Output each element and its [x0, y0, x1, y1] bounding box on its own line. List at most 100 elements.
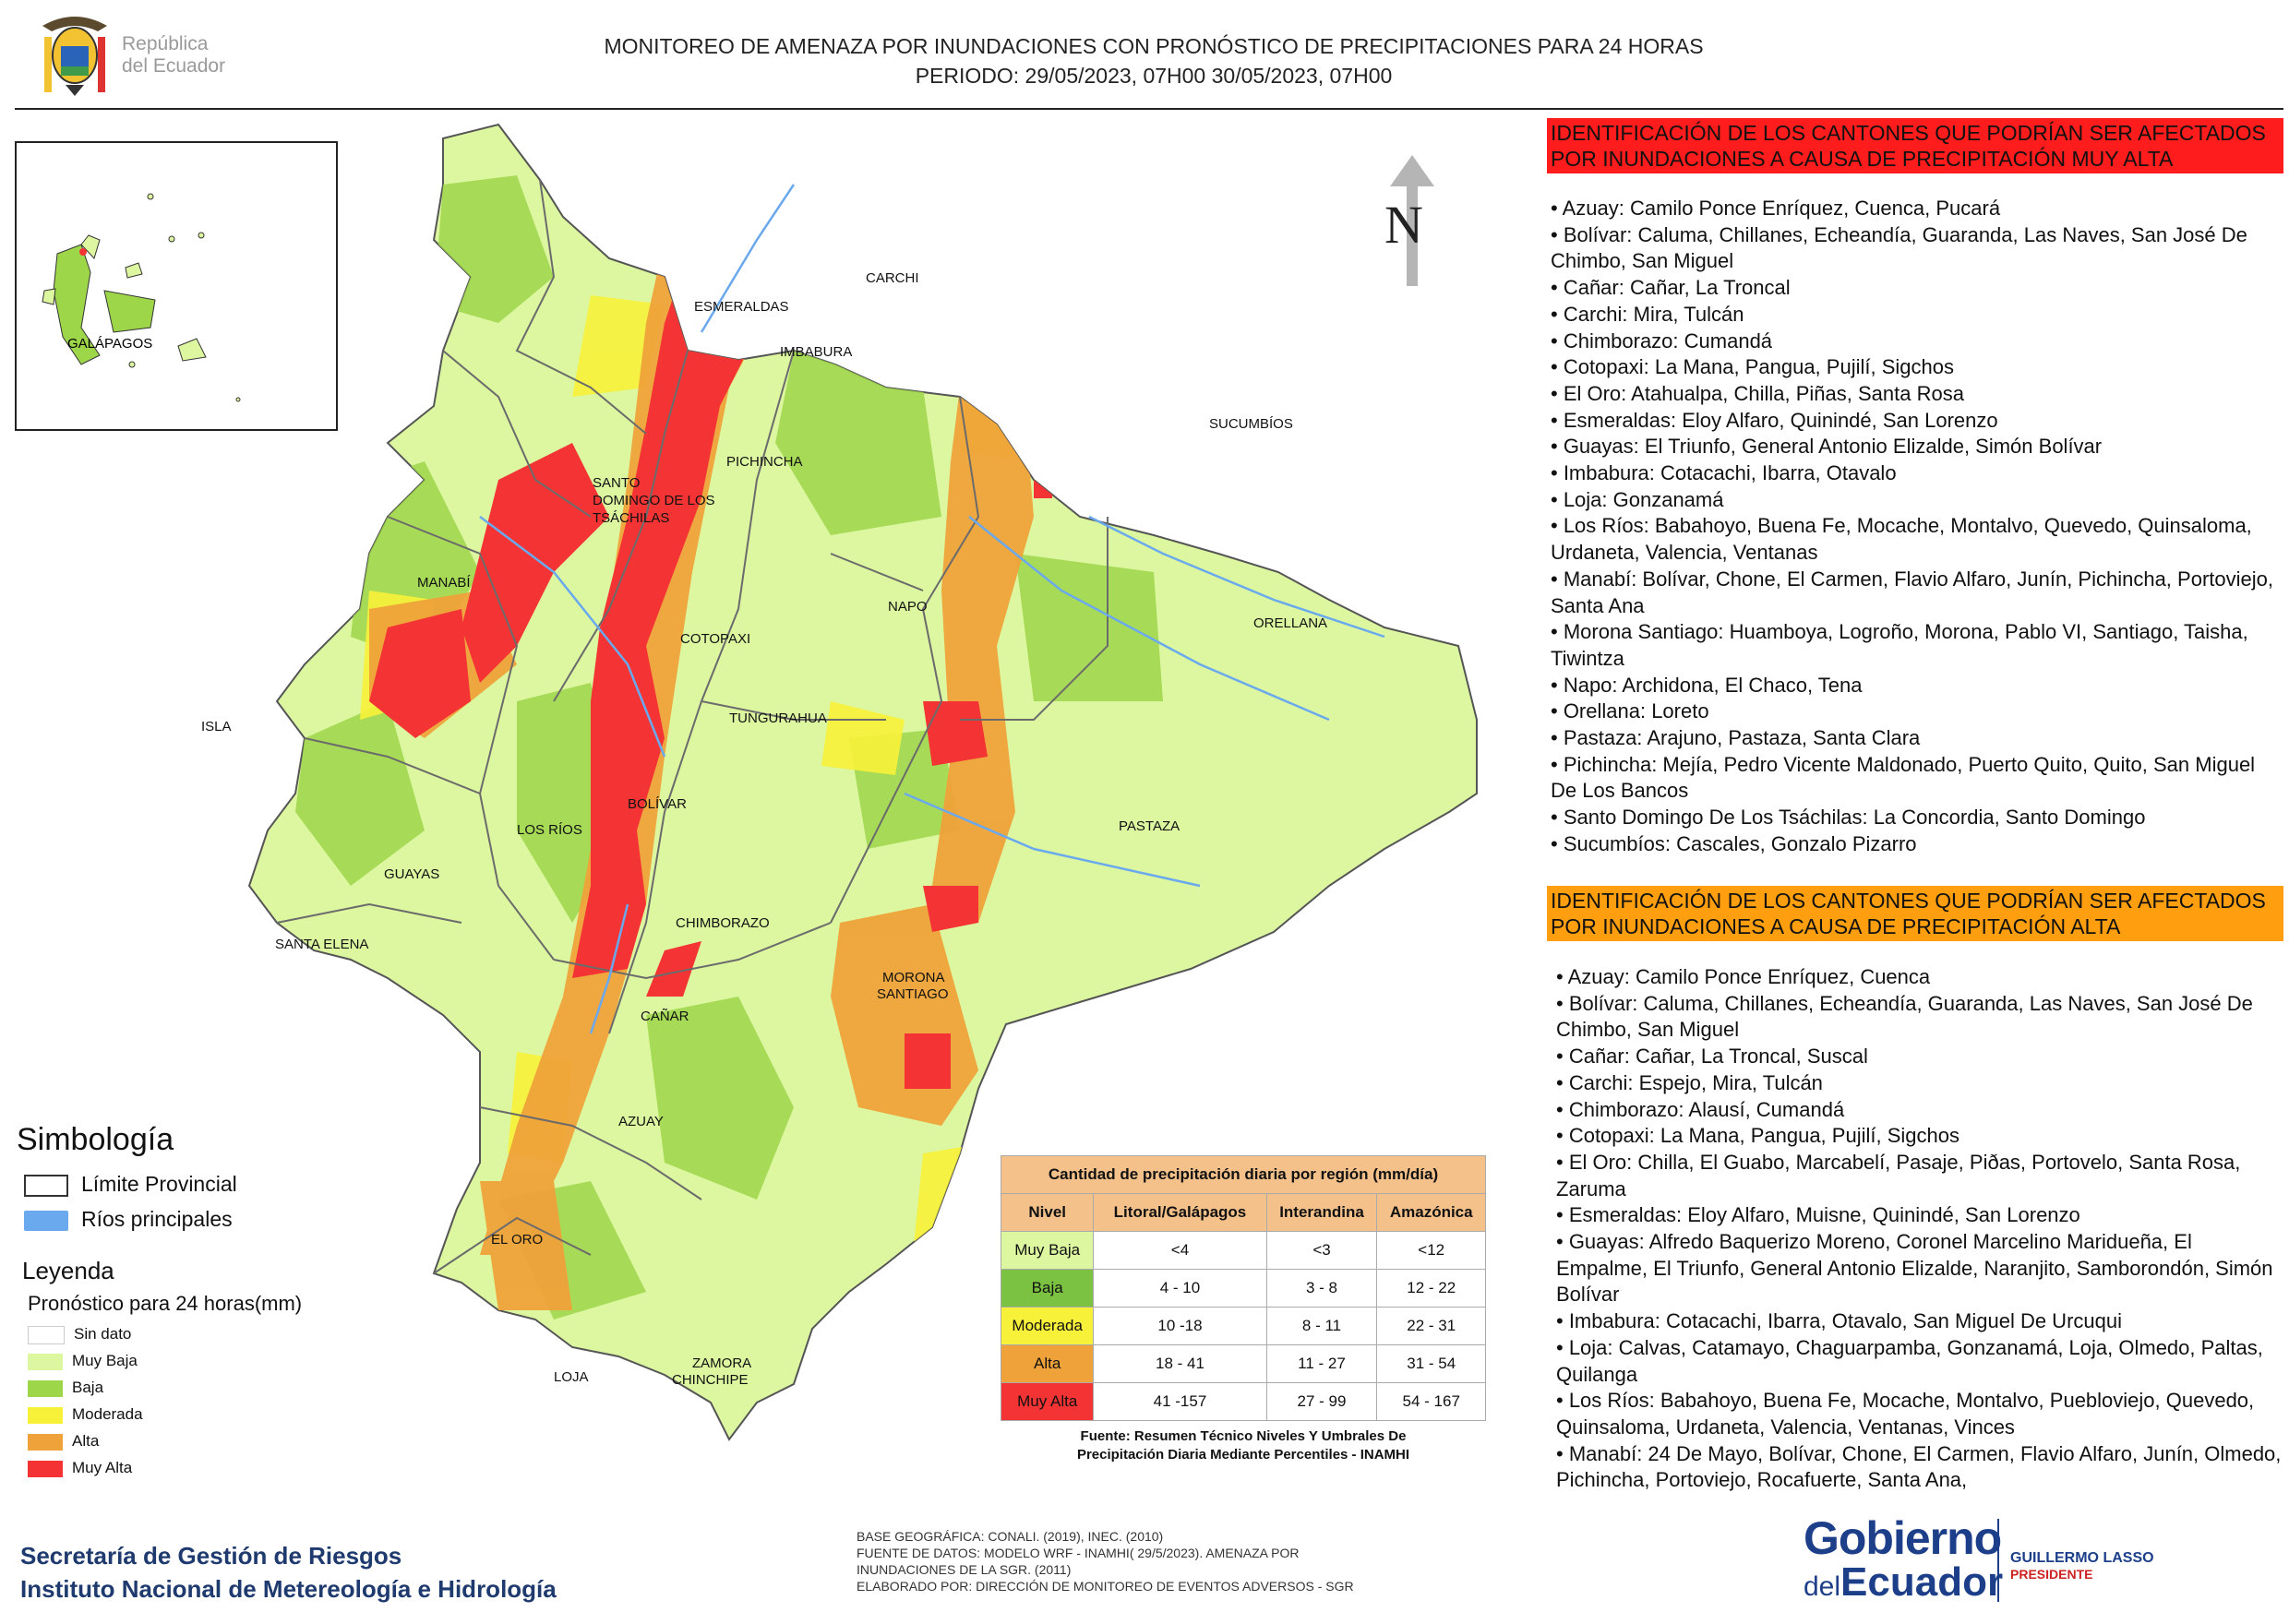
label-canar: CAÑAR: [641, 1009, 689, 1024]
label-azuay: AZUAY: [618, 1114, 664, 1129]
label-tsachilas: TSÁCHILAS: [593, 510, 669, 526]
list-item: • Bolívar: Caluma, Chillanes, Echeandía,…: [1551, 222, 2247, 273]
label-el-oro: EL ORO: [491, 1232, 543, 1248]
swatch-muy-alta: [28, 1460, 63, 1477]
table-row: Muy Alta 41 -157 27 - 99 54 - 167: [1000, 1382, 1486, 1421]
legend-label: Muy Baja: [72, 1352, 138, 1369]
table-cell: 18 - 41: [1093, 1344, 1267, 1383]
limite-label: Límite Provincial: [81, 1172, 237, 1196]
legend-muy-alta: Muy Alta: [28, 1459, 132, 1479]
table-cell: 4 - 10: [1093, 1269, 1267, 1308]
title-line-2: PERIODO: 29/05/2023, 07H00 30/05/2023, 0…: [915, 64, 1393, 88]
footer-notes: BASE GEOGRÁFICA: CONALI. (2019), INEC. (…: [857, 1528, 1447, 1594]
swatch-moderada: [28, 1406, 63, 1424]
leyenda-title: Leyenda: [22, 1257, 114, 1284]
list-item: • Pichincha: Mejía, Pedro Vicente Maldon…: [1551, 752, 2256, 803]
label-chimborazo: CHIMBORAZO: [676, 915, 770, 931]
legend-moderada: Moderada: [28, 1405, 143, 1426]
map-title: MONITOREO DE AMENAZA POR INUNDACIONES CO…: [415, 31, 1892, 90]
source-line-2: Precipitación Diaria Mediante Percentile…: [1076, 1447, 1410, 1463]
list-item: • El Oro: Atahualpa, Chilla, Piñas, Sant…: [1551, 381, 1964, 405]
provincial-borders: [276, 179, 1109, 1274]
legend-baja: Baja: [28, 1379, 103, 1399]
muy-alta-list: • Azuay: Camilo Ponce Enríquez, Cuenca, …: [1551, 196, 2280, 858]
rios-swatch: [24, 1210, 68, 1231]
list-item: • Orellana: Loreto: [1551, 699, 1709, 723]
header-divider: [15, 108, 2283, 110]
label-manabi: MANABÍ: [417, 575, 471, 591]
ecuador-map: ESMERALDAS CARCHI IMBABURA SUCUMBÍOS PIC…: [201, 124, 1478, 1440]
legend-label: Moderada: [72, 1405, 143, 1423]
galapagos-map: GALÁPAGOS: [42, 193, 241, 402]
swatch-alta: [28, 1433, 63, 1451]
table-cell: <12: [1376, 1231, 1486, 1270]
leyenda-subtitle: Pronóstico para 24 horas(mm): [28, 1292, 303, 1315]
north-arrow-icon: [1390, 155, 1434, 286]
list-item: • Los Ríos: Babahoyo, Buena Fe, Mocache,…: [1551, 514, 2252, 565]
table-cell: 31 - 54: [1376, 1344, 1486, 1383]
list-item: • Guayas: Alfredo Baquerizo Moreno, Coro…: [1556, 1230, 2273, 1307]
legend-label: Sin dato: [74, 1325, 132, 1343]
list-item: • Azuay: Camilo Ponce Enríquez, Cuenca: [1556, 965, 1931, 988]
source-line-1: Fuente: Resumen Técnico Niveles Y Umbral…: [1080, 1428, 1407, 1444]
table-cell: 12 - 22: [1376, 1269, 1486, 1308]
label-domingo: DOMINGO DE LOS: [593, 493, 715, 508]
logo-separator: [1997, 1519, 1999, 1602]
note-line: ELABORADO POR: DIRECCIÓN DE MONITOREO DE…: [857, 1579, 1354, 1594]
list-item: • Imbabura: Cotacachi, Ibarra, Otavalo: [1551, 461, 1897, 485]
list-item: • Bolívar: Caluma, Chillanes, Echeandía,…: [1556, 991, 2253, 1042]
label-santa-elena: SANTA ELENA: [275, 937, 368, 952]
label-chinchipe: CHINCHIPE: [672, 1372, 749, 1388]
list-item: • El Oro: Chilla, El Guabo, Marcabelí, P…: [1556, 1150, 2241, 1200]
list-item: • Pastaza: Arajuno, Pastaza, Santa Clara: [1551, 726, 1921, 750]
list-item: • Santo Domingo De Los Tsáchilas: La Con…: [1551, 806, 2146, 830]
label-isla: ISLA: [201, 719, 232, 734]
note-line: INUNDACIONES DE LA SGR. (2011): [857, 1562, 1072, 1577]
label-los-rios: LOS RÍOS: [517, 822, 582, 838]
president-name: GUILLERMO LASSO: [2010, 1550, 2154, 1566]
label-esmeraldas: ESMERALDAS: [694, 299, 789, 315]
label-carchi: CARCHI: [866, 270, 919, 286]
list-item: • Imbabura: Cotacachi, Ibarra, Otavalo, …: [1556, 1309, 2122, 1333]
table-cell: 8 - 11: [1265, 1307, 1378, 1345]
label-bolivar: BOLÍVAR: [628, 796, 687, 812]
province-labels: ESMERALDAS CARCHI IMBABURA SUCUMBÍOS PIC…: [201, 270, 1327, 1388]
gobierno-logo: Gobierno delEcuador GUILLERMO LASSO PRES…: [1800, 1502, 2187, 1613]
gob-ecuador: Ecuador: [1840, 1559, 2004, 1605]
north-letter: N: [1384, 195, 1423, 255]
republica-logo: República del Ecuador: [33, 9, 255, 102]
list-item: • Azuay: Camilo Ponce Enríquez, Cuenca, …: [1551, 197, 2001, 220]
table-row: Moderada 10 -18 8 - 11 22 - 31: [1000, 1307, 1486, 1345]
list-item: • Chimborazo: Cumandá: [1551, 328, 1773, 352]
table-cell: 10 -18: [1093, 1307, 1267, 1345]
table-cell: 22 - 31: [1376, 1307, 1486, 1345]
gob-del: del: [1804, 1571, 1841, 1602]
legend-label: Baja: [72, 1379, 104, 1396]
label-loja: LOJA: [554, 1369, 589, 1385]
table-source: Fuente: Resumen Técnico Niveles Y Umbral…: [1001, 1427, 1486, 1464]
label-galapagos: GALÁPAGOS: [67, 336, 152, 352]
note-line: FUENTE DE DATOS: MODELO WRF - INAMHI( 29…: [857, 1546, 1300, 1560]
table-cell: 27 - 99: [1265, 1382, 1378, 1421]
list-item: • Chimborazo: Alausí, Cumandá: [1556, 1097, 1845, 1121]
footer-organizations: Secretaría de Gestión de Riesgos Institu…: [20, 1539, 557, 1606]
swatch-sin-dato: [28, 1325, 65, 1344]
list-item: • Sucumbíos: Cascales, Gonzalo Pizarro: [1551, 831, 1917, 855]
label-morona: MORONA: [882, 970, 945, 985]
list-item: • Esmeraldas: Eloy Alfaro, Quinindé, San…: [1551, 408, 1998, 432]
table-row: Baja 4 - 10 3 - 8 12 - 22: [1000, 1269, 1486, 1308]
legend-label: Muy Alta: [72, 1459, 133, 1476]
zone-muy-alta: [369, 185, 1052, 1089]
label-santiago: SANTIAGO: [877, 986, 949, 1002]
list-item: • Esmeraldas: Eloy Alfaro, Muisne, Quini…: [1556, 1203, 2080, 1227]
table-caption: Cantidad de precipitación diaria por reg…: [1001, 1155, 1486, 1194]
logo-text-1: República: [122, 33, 209, 54]
list-item: • Loja: Gonzanamá: [1551, 487, 1724, 511]
list-item: • Carchi: Espejo, Mira, Tulcán: [1556, 1070, 1823, 1094]
alta-list: • Azuay: Camilo Ponce Enríquez, Cuenca •…: [1556, 964, 2285, 1494]
list-item: • Cotopaxi: La Mana, Pangua, Pujilí, Sig…: [1551, 355, 1954, 379]
table-row: Muy Baja <4 <3 <12: [1000, 1231, 1486, 1270]
rivers: [479, 184, 1385, 1034]
threshold-table: Cantidad de precipitación diaria por reg…: [1000, 1155, 1486, 1421]
table-cell: 11 - 27: [1265, 1344, 1378, 1383]
